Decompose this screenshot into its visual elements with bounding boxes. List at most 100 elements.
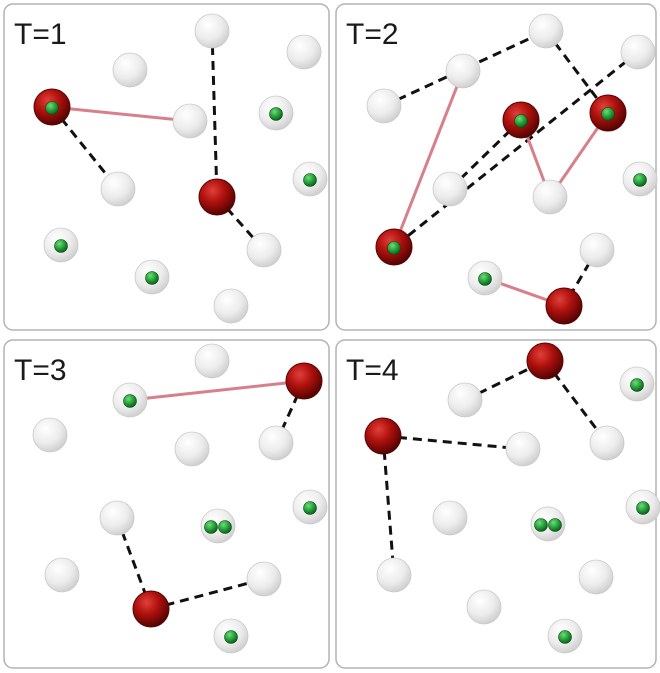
node-body bbox=[376, 557, 412, 593]
node-body bbox=[112, 52, 148, 88]
green-marker bbox=[558, 630, 572, 644]
red-node bbox=[285, 362, 323, 400]
white-node bbox=[579, 232, 615, 268]
red-node bbox=[375, 228, 413, 266]
white-node bbox=[194, 13, 230, 49]
node-body bbox=[466, 589, 502, 625]
node-body bbox=[286, 34, 322, 70]
white-node bbox=[32, 417, 68, 453]
white-node bbox=[258, 95, 294, 131]
node-body bbox=[32, 417, 68, 453]
white-node bbox=[432, 171, 468, 207]
white-node bbox=[112, 382, 148, 418]
panel-t1: T=1 bbox=[3, 3, 330, 331]
red-node bbox=[132, 590, 170, 628]
red-node bbox=[526, 342, 564, 380]
green-marker bbox=[514, 114, 528, 128]
green-marker bbox=[269, 107, 283, 121]
green-marker bbox=[548, 518, 562, 532]
panel-t2: T=2 bbox=[335, 3, 658, 331]
panel-label: T=4 bbox=[346, 354, 399, 387]
node-body bbox=[578, 559, 614, 595]
node-body bbox=[100, 171, 136, 207]
green-marker bbox=[633, 173, 647, 187]
white-node bbox=[213, 288, 249, 324]
white-node bbox=[213, 618, 249, 654]
white-node bbox=[292, 161, 328, 197]
dashed-link bbox=[562, 249, 599, 307]
dashed-link bbox=[393, 50, 639, 249]
node-body bbox=[198, 178, 236, 216]
green-marker bbox=[224, 630, 238, 644]
panel-label: T=1 bbox=[14, 18, 67, 51]
white-node bbox=[578, 559, 614, 595]
white-node bbox=[174, 431, 210, 467]
node-body bbox=[213, 288, 249, 324]
white-node bbox=[620, 34, 656, 70]
node-body bbox=[526, 342, 564, 380]
white-node bbox=[625, 489, 660, 525]
node-body bbox=[194, 343, 230, 379]
white-node bbox=[134, 259, 170, 295]
green-marker bbox=[601, 107, 615, 121]
panel-t4: T=4 bbox=[335, 339, 660, 669]
node-body bbox=[200, 508, 236, 544]
dashed-link bbox=[382, 434, 524, 451]
white-node bbox=[100, 171, 136, 207]
green-marker bbox=[204, 520, 218, 534]
panel-label: T=2 bbox=[346, 18, 399, 51]
white-node bbox=[528, 13, 564, 49]
solid-link bbox=[129, 379, 305, 402]
green-marker bbox=[534, 518, 548, 532]
green-marker bbox=[54, 239, 68, 253]
node-body bbox=[172, 103, 208, 139]
node-body bbox=[432, 171, 468, 207]
dashed-link bbox=[210, 30, 219, 198]
white-node bbox=[376, 557, 412, 593]
node-body bbox=[246, 561, 282, 597]
green-marker bbox=[387, 241, 401, 255]
white-node bbox=[530, 506, 566, 542]
node-body bbox=[285, 362, 323, 400]
panel-nodes bbox=[33, 13, 328, 324]
white-node bbox=[99, 500, 135, 536]
node-body bbox=[132, 590, 170, 628]
red-node bbox=[502, 101, 540, 139]
node-body bbox=[258, 425, 294, 461]
solid-link bbox=[392, 70, 465, 248]
white-node bbox=[292, 489, 328, 525]
dashed-link bbox=[150, 577, 265, 611]
white-node bbox=[445, 53, 481, 89]
white-node bbox=[619, 366, 655, 402]
white-node bbox=[622, 161, 658, 197]
white-node bbox=[432, 500, 468, 536]
node-body bbox=[620, 34, 656, 70]
white-node bbox=[532, 179, 568, 215]
white-node bbox=[194, 343, 230, 379]
white-node bbox=[286, 34, 322, 70]
white-node bbox=[246, 232, 282, 268]
dashed-link bbox=[274, 380, 306, 444]
panel-nodes bbox=[364, 342, 660, 654]
panel-nodes bbox=[32, 343, 328, 654]
green-marker bbox=[218, 520, 232, 534]
green-marker bbox=[145, 271, 159, 285]
panel-t3: T=3 bbox=[3, 339, 330, 669]
dashed-link bbox=[215, 196, 266, 251]
node-body bbox=[432, 500, 468, 536]
white-node bbox=[44, 557, 80, 593]
node-body bbox=[532, 179, 568, 215]
node-body bbox=[194, 13, 230, 49]
green-marker bbox=[303, 173, 317, 187]
node-body bbox=[445, 53, 481, 89]
node-body bbox=[528, 13, 564, 49]
green-marker bbox=[123, 394, 137, 408]
node-body bbox=[174, 431, 210, 467]
red-node bbox=[198, 178, 236, 216]
node-body bbox=[246, 232, 282, 268]
white-node bbox=[200, 508, 236, 544]
green-marker bbox=[45, 101, 59, 115]
white-node bbox=[589, 425, 625, 461]
white-node bbox=[547, 618, 583, 654]
green-marker bbox=[636, 501, 650, 515]
